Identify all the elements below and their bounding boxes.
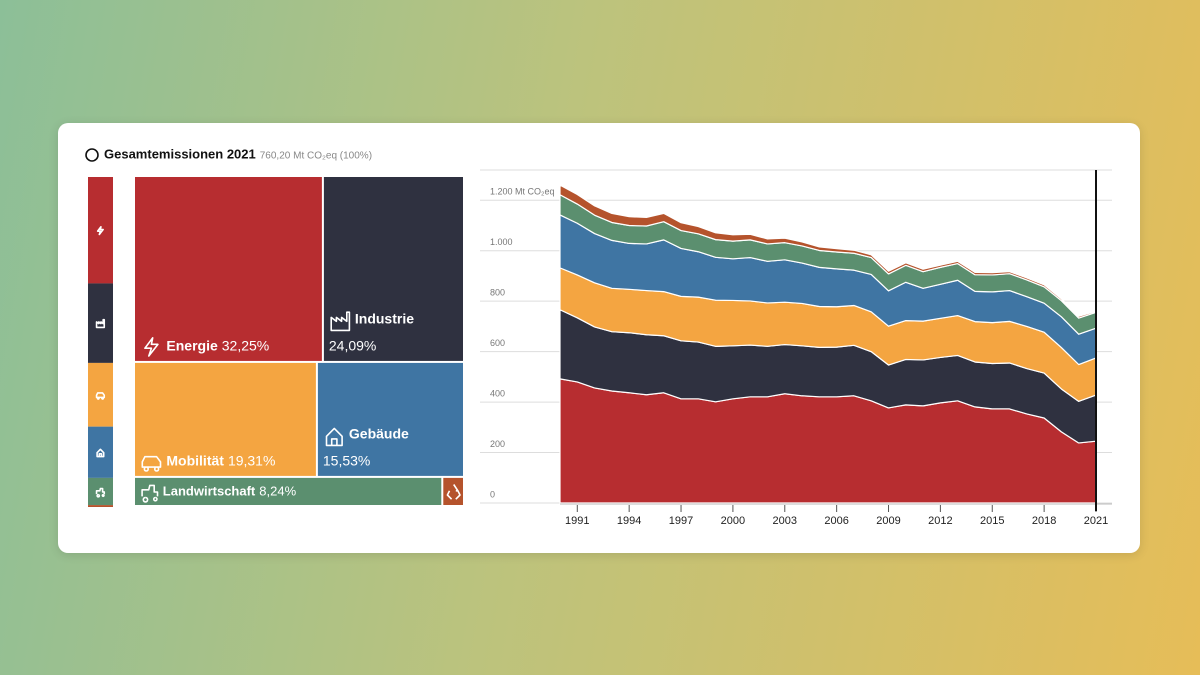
strip-segment: [88, 426, 113, 478]
icon: [144, 337, 159, 357]
subtitle: 760,20 Mt CO₂eq (100%): [260, 151, 372, 162]
treemap-tile: [443, 477, 463, 505]
x-tick-label: 2021: [1084, 515, 1108, 527]
strip-segment: [88, 362, 113, 427]
treemap-tile: [323, 177, 463, 361]
icon: [141, 484, 159, 503]
strip-segment: [88, 477, 113, 506]
treemap-tile: [135, 477, 442, 505]
x-tick-label: 2006: [824, 515, 848, 527]
tile-value: 24,09%: [329, 338, 376, 354]
title: Gesamtemissionen 2021: [104, 146, 256, 161]
tile-name: Mobilität: [166, 453, 224, 469]
tile-name: Industrie: [355, 311, 414, 327]
icon: [141, 455, 162, 472]
tile-value: 19,31%: [228, 453, 275, 469]
treemap-tile: [317, 362, 463, 476]
y-tick-label: 200: [490, 439, 505, 449]
x-tick-label: 2018: [1032, 515, 1056, 527]
icon: [96, 225, 104, 236]
y-tick-label: 800: [490, 288, 505, 298]
tile-value: 8,24%: [259, 483, 296, 498]
icon: [330, 311, 351, 332]
toggle-circle[interactable]: [85, 148, 99, 162]
y-tick-label: 1.200 Mt CO₂eq: [490, 187, 555, 197]
tile-name: Landwirtschaft: [163, 483, 256, 498]
treemap-tile: [135, 362, 316, 476]
icon: [95, 318, 106, 329]
tile-name: Gebäude: [349, 426, 409, 442]
tile-value: 15,53%: [323, 453, 370, 469]
tile-value: 32,25%: [222, 338, 269, 354]
y-tick-label: 1.000: [490, 237, 513, 247]
y-tick-label: 0: [490, 489, 495, 499]
icon: [446, 484, 461, 500]
icon: [325, 427, 343, 447]
treemap-tile: [135, 177, 322, 361]
tile-name: Energie: [166, 338, 218, 354]
x-tick-label: 1997: [669, 515, 693, 527]
icon: [95, 392, 106, 400]
x-tick-label: 2009: [876, 515, 900, 527]
strip-segment: [88, 505, 113, 507]
y-tick-label: 600: [490, 338, 505, 348]
x-tick-label: 1991: [565, 515, 589, 527]
x-tick-label: 2012: [928, 515, 952, 527]
x-tick-label: 2015: [980, 515, 1004, 527]
x-tick-label: 2003: [773, 515, 797, 527]
icon: [96, 448, 105, 458]
icon: [95, 487, 106, 498]
x-tick-label: 2000: [721, 515, 745, 527]
x-tick-label: 1994: [617, 515, 641, 527]
y-tick-label: 400: [490, 388, 505, 398]
